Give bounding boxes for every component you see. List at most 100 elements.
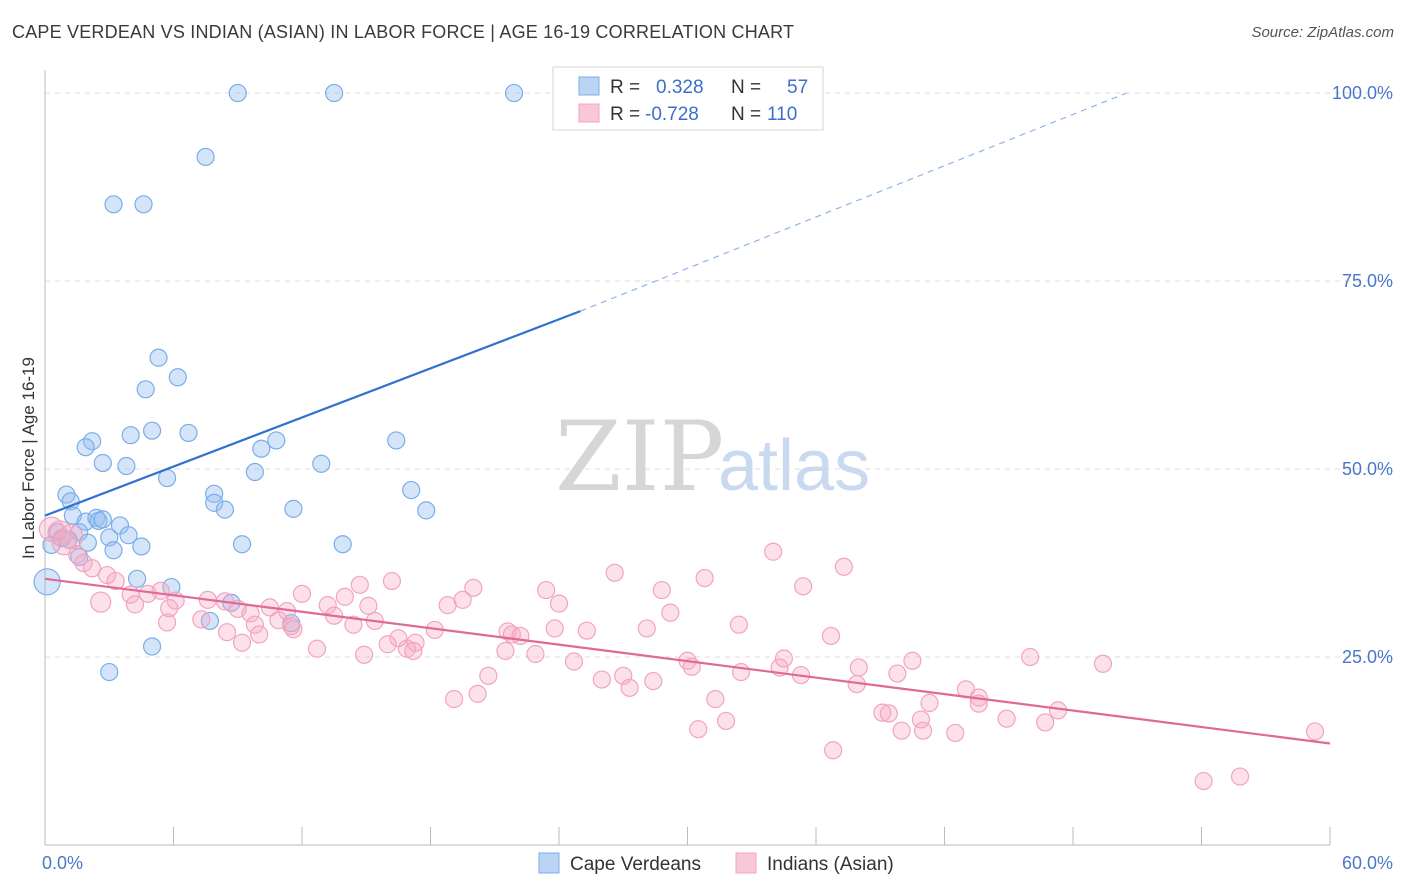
grid-lines bbox=[45, 92, 1394, 658]
cape-verdean-point-4 bbox=[104, 195, 123, 214]
indian-asian-point-74 bbox=[695, 568, 714, 588]
indian-asian-point-71 bbox=[652, 580, 671, 600]
indian-asian-point-97 bbox=[920, 693, 939, 712]
indian-asian-point-50 bbox=[464, 578, 483, 597]
indian-asian-point-95 bbox=[911, 710, 931, 729]
axes bbox=[44, 70, 1331, 846]
indian-asian-point-28 bbox=[282, 617, 301, 636]
cape-verdean-point-49 bbox=[127, 569, 147, 588]
y-tick-label: 25.0% bbox=[1342, 647, 1393, 667]
legend-r-label-blue: R = bbox=[610, 77, 640, 98]
indian-asian-point-65 bbox=[644, 671, 663, 691]
watermark: ZIP atlas bbox=[555, 401, 870, 513]
indian-asian-point-63 bbox=[605, 563, 624, 582]
indian-asian-point-26 bbox=[245, 615, 264, 634]
indian-asian-point-92 bbox=[888, 664, 907, 683]
indian-asian-point-60 bbox=[592, 670, 611, 689]
cape-verdean-point-32 bbox=[87, 508, 106, 527]
legend-top: R = 0.328 N = 57 R = -0.728 N = 110 bbox=[552, 66, 824, 131]
indian-asian-point-64 bbox=[637, 619, 656, 638]
indian-asian-point-87 bbox=[834, 557, 853, 576]
cape-verdean-point-2 bbox=[504, 83, 524, 103]
legend-swatch-pink bbox=[578, 103, 600, 123]
legend-bottom-swatch-pink bbox=[735, 852, 757, 874]
indian-asian-point-77 bbox=[689, 720, 708, 739]
cape-verdean-point-22 bbox=[402, 480, 421, 500]
indian-asian-point-22 bbox=[292, 584, 312, 603]
cape-verdean-points bbox=[33, 83, 524, 682]
indian-asian-point-102 bbox=[997, 709, 1016, 728]
indian-asian-point-106 bbox=[1093, 654, 1113, 673]
y-tick-label: 50.0% bbox=[1342, 459, 1393, 479]
legend-n-label-blue: N = bbox=[731, 77, 761, 98]
indian-asian-point-85 bbox=[821, 626, 841, 646]
chart-title: CAPE VERDEAN VS INDIAN (ASIAN) IN LABOR … bbox=[12, 22, 795, 42]
indian-asian-point-78 bbox=[731, 662, 751, 682]
source-label: Source: ZipAtlas.com bbox=[1251, 24, 1394, 41]
x-tick-label-max: 60.0% bbox=[1342, 853, 1393, 873]
indian-asian-point-54 bbox=[526, 644, 545, 664]
indian-asian-point-58 bbox=[564, 652, 584, 671]
indian-asian-point-67 bbox=[468, 684, 487, 703]
indian-asian-point-69 bbox=[496, 641, 515, 661]
watermark-zip: ZIP bbox=[555, 401, 724, 513]
cape-verdean-point-13 bbox=[76, 438, 95, 457]
indian-asian-point-94 bbox=[903, 651, 922, 670]
indian-asian-point-33 bbox=[284, 620, 303, 639]
cape-verdean-point-1 bbox=[325, 83, 344, 103]
cape-verdean-point-28 bbox=[284, 499, 303, 518]
indian-asian-point-84 bbox=[794, 577, 813, 596]
legend-bottom: Cape Verdeans Indians (Asian) bbox=[538, 852, 894, 875]
indian-asian-point-44 bbox=[232, 633, 252, 652]
cape-verdean-point-19 bbox=[245, 462, 264, 482]
indian-asian-point-49 bbox=[453, 590, 472, 609]
indian-asian-point-40 bbox=[378, 635, 397, 654]
cape-verdean-point-11 bbox=[179, 423, 198, 443]
cape-verdean-point-5 bbox=[134, 195, 153, 214]
tick-labels: 25.0% 50.0% 75.0% 100.0% 0.0% 60.0% bbox=[42, 83, 1393, 873]
trend-line-cape-verdean bbox=[44, 310, 581, 517]
y-axis-label: In Labor Force | Age 16-19 bbox=[19, 357, 38, 559]
indian-asian-point-76 bbox=[716, 711, 736, 731]
indian-asian-point-62 bbox=[620, 678, 639, 697]
indian-asian-point-57 bbox=[549, 594, 569, 613]
indian-asian-point-104 bbox=[1036, 713, 1055, 732]
indian-asian-point-70 bbox=[661, 603, 680, 622]
cape-verdean-point-55 bbox=[142, 637, 162, 656]
y-tick-label: 100.0% bbox=[1332, 83, 1393, 103]
indian-asian-point-53 bbox=[511, 626, 530, 646]
legend-r-value-blue: 0.328 bbox=[656, 77, 704, 98]
cape-verdean-point-42 bbox=[78, 533, 97, 552]
indian-asian-point-3 bbox=[51, 530, 77, 556]
trend-lines bbox=[44, 92, 1331, 745]
x-tick-label-min: 0.0% bbox=[42, 853, 83, 873]
cape-verdean-point-7 bbox=[168, 368, 187, 387]
indian-asian-point-109 bbox=[1305, 722, 1325, 741]
cape-verdean-point-17 bbox=[93, 453, 112, 473]
indian-asian-point-55 bbox=[537, 580, 556, 600]
legend-swatch-blue bbox=[578, 76, 600, 96]
indian-asian-point-11 bbox=[151, 581, 170, 600]
indian-asian-point-96 bbox=[913, 721, 933, 740]
cape-verdean-point-29 bbox=[417, 501, 436, 520]
indian-asian-point-68 bbox=[479, 666, 498, 685]
cape-verdean-point-27 bbox=[215, 500, 234, 519]
trend-line-indian-asian bbox=[44, 577, 1331, 745]
indian-asian-point-31 bbox=[217, 623, 237, 642]
indian-asian-point-34 bbox=[335, 587, 354, 606]
cape-verdean-point-18 bbox=[117, 456, 136, 476]
indian-asian-point-12 bbox=[90, 591, 112, 613]
indian-asian-point-89 bbox=[849, 658, 868, 677]
indian-asian-point-75 bbox=[706, 690, 725, 709]
indian-asian-point-36 bbox=[382, 571, 402, 591]
indian-asian-point-25 bbox=[157, 613, 177, 632]
legend-bottom-swatch-blue bbox=[538, 852, 560, 874]
cape-verdean-point-56 bbox=[100, 662, 119, 682]
indian-asian-point-13 bbox=[125, 595, 145, 614]
cape-verdean-point-26 bbox=[205, 493, 224, 512]
indian-asian-point-32 bbox=[250, 625, 269, 644]
indian-asian-point-107 bbox=[1194, 771, 1213, 791]
legend-bottom-label-pink: Indians (Asian) bbox=[767, 854, 894, 875]
cape-verdean-point-50 bbox=[33, 568, 61, 596]
